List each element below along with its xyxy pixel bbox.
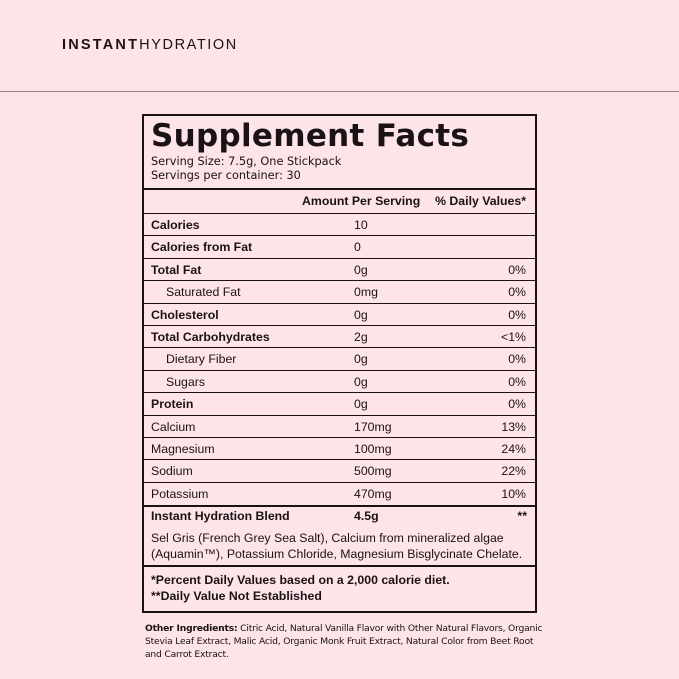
nutrient-row: Magnesium 100mg 24% xyxy=(144,437,535,460)
nutrient-name: Total Fat xyxy=(151,262,202,277)
nutrient-name: Saturated Fat xyxy=(166,285,241,300)
serving-size: Serving Size: 7.5g, One Stickpack xyxy=(151,155,342,168)
nutrient-amount: 0mg xyxy=(354,285,378,300)
nutrient-row: Sodium 500mg 22% xyxy=(144,459,535,482)
nutrient-dv: 0% xyxy=(508,307,526,322)
brand-bold: INSTANT xyxy=(62,37,140,53)
nutrient-row: Potassium 470mg 10% xyxy=(144,481,535,505)
nutrient-row: Total Fat 0g 0% xyxy=(144,257,535,281)
nutrient-amount: 0g xyxy=(354,352,368,367)
other-ingredients-text: Citric Acid, Natural Vanilla Flavor with… xyxy=(145,623,543,660)
nutrient-name: Protein xyxy=(151,397,194,412)
divider xyxy=(144,565,535,567)
nutrient-dv: 0% xyxy=(508,397,526,412)
nutrient-name: Sugars xyxy=(166,374,205,389)
blend-label: Instant Hydration Blend xyxy=(151,509,290,523)
divider xyxy=(0,91,679,92)
nutrient-row: Sugars 0g 0% xyxy=(144,369,535,393)
nutrient-name: Magnesium xyxy=(151,442,215,456)
footnote-not-established: **Daily Value Not Established xyxy=(151,589,322,603)
nutrient-amount: 0g xyxy=(354,307,368,322)
nutrient-amount: 2g xyxy=(354,330,368,344)
nutrient-dv: 13% xyxy=(501,419,526,434)
panel-title: Supplement Facts xyxy=(151,118,470,154)
nutrient-dv: 0% xyxy=(508,285,526,300)
nutrient-name: Calories xyxy=(151,218,200,232)
nutrient-dv: 0% xyxy=(508,374,526,389)
divider xyxy=(144,188,535,190)
blend-section: Instant Hydration Blend 4.5g ** Sel Gris… xyxy=(151,509,531,562)
divider xyxy=(144,505,535,507)
nutrient-name: Dietary Fiber xyxy=(166,352,237,367)
blend-ingredients: Sel Gris (French Grey Sea Salt), Calcium… xyxy=(151,531,523,561)
nutrient-dv: 10% xyxy=(501,486,526,501)
nutrient-dv: 22% xyxy=(501,464,526,479)
other-ingredients: Other Ingredients: Citric Acid, Natural … xyxy=(145,622,545,661)
nutrient-row: Protein 0g 0% xyxy=(144,392,535,415)
col-amount-header: Amount Per Serving xyxy=(302,194,421,208)
nutrient-amount: 500mg xyxy=(354,464,392,479)
nutrient-row: Saturated Fat 0mg 0% xyxy=(144,280,535,303)
blend-amount: 4.5g xyxy=(354,509,379,523)
brand-light: HYDRATION xyxy=(139,37,238,53)
nutrient-amount: 0g xyxy=(354,262,368,277)
nutrient-amount: 0 xyxy=(354,240,361,255)
blend-dv: ** xyxy=(517,509,527,523)
nutrient-dv: 0% xyxy=(508,262,526,277)
brand-logo: INSTANTHYDRATION xyxy=(62,37,238,53)
nutrient-row: Dietary Fiber 0g 0% xyxy=(144,347,535,370)
nutrient-name: Cholesterol xyxy=(151,307,219,322)
nutrient-dv: 24% xyxy=(501,442,526,456)
nutrient-row: Cholesterol 0g 0% xyxy=(144,302,535,326)
nutrient-amount: 170mg xyxy=(354,419,392,434)
serving-info: Serving Size: 7.5g, One Stickpack Servin… xyxy=(151,155,341,183)
nutrient-amount: 100mg xyxy=(354,442,392,456)
nutrient-name: Sodium xyxy=(151,464,193,479)
nutrient-amount: 10 xyxy=(354,218,368,232)
nutrient-amount: 0g xyxy=(354,374,368,389)
nutrient-row: Calories 10 xyxy=(144,213,535,236)
servings-per-container: Servings per container: 30 xyxy=(151,169,301,182)
col-dv-header: % Daily Values* xyxy=(435,194,526,208)
nutrient-row: Calories from Fat 0 xyxy=(144,235,535,258)
nutrient-name: Potassium xyxy=(151,486,209,501)
nutrient-amount: 0g xyxy=(354,397,368,412)
other-ingredients-label: Other Ingredients: xyxy=(145,623,238,634)
nutrient-dv: <1% xyxy=(501,330,526,344)
supplement-facts-panel: Supplement Facts Serving Size: 7.5g, One… xyxy=(142,114,537,613)
footnotes: *Percent Daily Values based on a 2,000 c… xyxy=(151,572,450,604)
nutrient-name: Total Carbohydrates xyxy=(151,330,270,344)
nutrient-name: Calcium xyxy=(151,419,196,434)
nutrient-row: Total Carbohydrates 2g <1% xyxy=(144,325,535,348)
nutrient-dv: 0% xyxy=(508,352,526,367)
nutrient-amount: 470mg xyxy=(354,486,392,501)
nutrient-row: Calcium 170mg 13% xyxy=(144,414,535,438)
footnote-dv: *Percent Daily Values based on a 2,000 c… xyxy=(151,573,450,587)
nutrient-name: Calories from Fat xyxy=(151,240,253,255)
